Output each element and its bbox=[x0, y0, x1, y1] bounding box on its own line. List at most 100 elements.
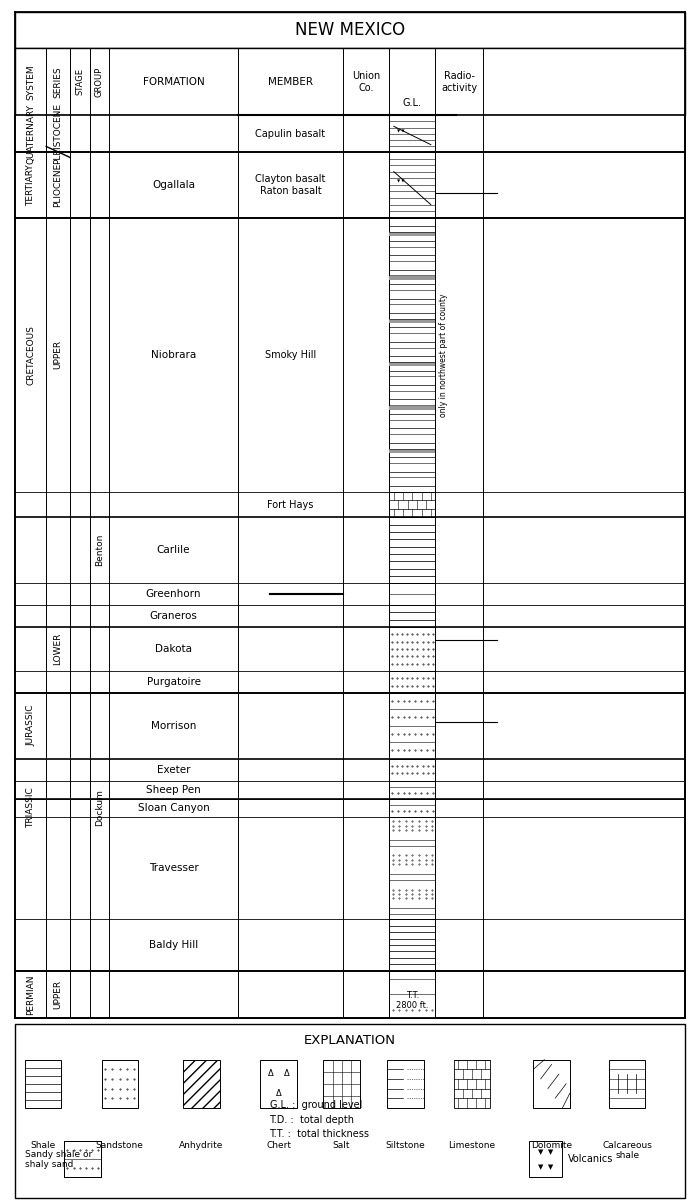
Text: GROUP: GROUP bbox=[95, 66, 104, 97]
Text: STAGE: STAGE bbox=[76, 69, 84, 95]
Text: Benton: Benton bbox=[95, 534, 104, 566]
Bar bbox=[260, 1060, 297, 1108]
Text: Exeter: Exeter bbox=[157, 764, 190, 774]
Text: Morrison: Morrison bbox=[151, 721, 196, 731]
Bar bbox=[389, 627, 435, 671]
Text: Greenhorn: Greenhorn bbox=[146, 589, 202, 599]
Bar bbox=[389, 605, 435, 627]
Text: Niobrara: Niobrara bbox=[151, 350, 196, 359]
Text: ▼ ▼: ▼ ▼ bbox=[397, 130, 405, 133]
Text: Dockum: Dockum bbox=[95, 790, 104, 827]
Bar bbox=[389, 115, 435, 151]
Text: G.L.: G.L. bbox=[402, 99, 422, 108]
Bar bbox=[389, 671, 435, 692]
Text: T.T. :  total thickness: T.T. : total thickness bbox=[270, 1129, 370, 1139]
Bar bbox=[389, 817, 435, 920]
Text: Union
Co.: Union Co. bbox=[352, 71, 380, 93]
Text: ▼ ▼: ▼ ▼ bbox=[397, 179, 405, 184]
Bar bbox=[389, 799, 435, 817]
Text: PLIOCENE: PLIOCENE bbox=[54, 162, 62, 207]
Text: Baldy Hill: Baldy Hill bbox=[149, 940, 198, 950]
Bar bbox=[389, 780, 435, 799]
Bar bbox=[389, 920, 435, 970]
Text: Sandstone: Sandstone bbox=[96, 1141, 144, 1150]
Text: Dakota: Dakota bbox=[155, 644, 192, 654]
Text: SYSTEM: SYSTEM bbox=[27, 64, 35, 100]
Text: Shale: Shale bbox=[30, 1141, 55, 1150]
Text: UPPER: UPPER bbox=[54, 980, 62, 1008]
Text: Purgatoire: Purgatoire bbox=[146, 677, 201, 686]
Text: PERMIAN: PERMIAN bbox=[27, 974, 35, 1014]
Text: Δ: Δ bbox=[276, 1089, 281, 1097]
Text: NEW MEXICO: NEW MEXICO bbox=[295, 22, 405, 38]
Bar bbox=[389, 517, 435, 583]
Bar bbox=[389, 319, 435, 323]
Text: Salt: Salt bbox=[333, 1141, 351, 1150]
Text: T.T.
2800 ft.: T.T. 2800 ft. bbox=[396, 990, 428, 1010]
Text: JURASSIC: JURASSIC bbox=[27, 704, 35, 746]
Text: Fort Hays: Fort Hays bbox=[267, 500, 314, 510]
Text: Smoky Hill: Smoky Hill bbox=[265, 350, 316, 359]
Bar bbox=[15, 1024, 685, 1198]
Text: Δ: Δ bbox=[267, 1069, 274, 1078]
Bar bbox=[389, 448, 435, 453]
Bar bbox=[389, 362, 435, 367]
Text: Sandy shale or
shaly sand: Sandy shale or shaly sand bbox=[25, 1150, 92, 1170]
Bar bbox=[533, 1060, 570, 1108]
Bar bbox=[389, 970, 435, 1018]
Bar bbox=[389, 405, 435, 410]
Bar bbox=[102, 1060, 138, 1108]
Bar bbox=[528, 1142, 562, 1178]
Bar bbox=[389, 275, 435, 280]
Bar bbox=[389, 218, 435, 492]
Text: Radio-
activity: Radio- activity bbox=[441, 71, 477, 93]
Text: Siltstone: Siltstone bbox=[386, 1141, 425, 1150]
Text: Chert: Chert bbox=[266, 1141, 291, 1150]
Text: EXPLANATION: EXPLANATION bbox=[304, 1034, 396, 1047]
Bar bbox=[389, 692, 435, 758]
Bar bbox=[64, 1142, 101, 1178]
Bar bbox=[15, 12, 685, 48]
Text: TRIASSIC: TRIASSIC bbox=[27, 787, 35, 828]
Text: Travesser: Travesser bbox=[148, 863, 199, 873]
Bar bbox=[387, 1060, 424, 1108]
Text: Ogallala: Ogallala bbox=[152, 180, 195, 190]
Text: Capulin basalt: Capulin basalt bbox=[256, 129, 326, 138]
Text: QUATERNARY: QUATERNARY bbox=[27, 103, 35, 163]
Bar bbox=[389, 151, 435, 218]
Text: MEMBER: MEMBER bbox=[268, 77, 313, 87]
Bar bbox=[183, 1060, 220, 1108]
Bar bbox=[389, 492, 435, 517]
Text: PLEISTOCENE: PLEISTOCENE bbox=[54, 103, 62, 165]
Text: Graneros: Graneros bbox=[150, 611, 197, 621]
Bar bbox=[609, 1060, 645, 1108]
Text: LOWER: LOWER bbox=[54, 632, 62, 665]
Text: Anhydrite: Anhydrite bbox=[179, 1141, 224, 1150]
Text: FORMATION: FORMATION bbox=[143, 77, 204, 87]
Text: only in northwest part of county: only in northwest part of county bbox=[439, 293, 448, 417]
Bar bbox=[15, 48, 685, 115]
Text: CRETACEOUS: CRETACEOUS bbox=[27, 325, 35, 385]
Bar bbox=[64, 1142, 101, 1178]
Bar bbox=[323, 1060, 360, 1108]
Text: Sheep Pen: Sheep Pen bbox=[146, 785, 201, 795]
Text: ▼  ▼: ▼ ▼ bbox=[538, 1149, 553, 1155]
Text: ▼  ▼: ▼ ▼ bbox=[538, 1164, 553, 1170]
Text: Limestone: Limestone bbox=[448, 1141, 496, 1150]
Bar bbox=[15, 115, 685, 1018]
Bar bbox=[389, 758, 435, 780]
Bar bbox=[454, 1060, 490, 1108]
Text: TERTIARY: TERTIARY bbox=[27, 163, 35, 206]
Bar bbox=[389, 232, 435, 237]
Bar bbox=[25, 1060, 61, 1108]
Text: Dolomite: Dolomite bbox=[531, 1141, 572, 1150]
Text: Volcanics: Volcanics bbox=[568, 1154, 613, 1165]
Text: Clayton basalt
Raton basalt: Clayton basalt Raton basalt bbox=[256, 174, 326, 196]
Text: Calcareous
shale: Calcareous shale bbox=[602, 1141, 652, 1160]
Text: Δ: Δ bbox=[284, 1069, 290, 1078]
Text: T.D. :  total depth: T.D. : total depth bbox=[270, 1114, 354, 1125]
Text: UPPER: UPPER bbox=[54, 340, 62, 369]
Bar bbox=[389, 583, 435, 605]
Text: G.L. :  ground level: G.L. : ground level bbox=[270, 1100, 362, 1111]
Text: Sloan Canyon: Sloan Canyon bbox=[138, 803, 209, 813]
